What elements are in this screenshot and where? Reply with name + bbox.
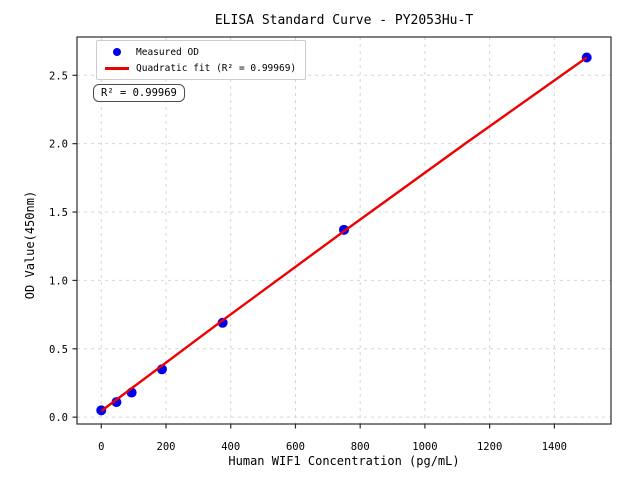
- y-tick-label: 0.5: [49, 344, 68, 356]
- legend: Measured OD Quadratic fit (R² = 0.99969): [96, 40, 307, 80]
- r-squared-annotation: R² = 0.99969: [93, 84, 185, 102]
- x-tick-label: 0: [98, 441, 104, 453]
- data-point: [111, 397, 122, 408]
- legend-marker-cell: [102, 48, 132, 56]
- data-point: [217, 317, 228, 328]
- x-tick-label: 600: [286, 441, 305, 453]
- chart-title: ELISA Standard Curve - PY2053Hu-T: [214, 13, 474, 28]
- x-tick-label: 200: [157, 441, 176, 453]
- legend-label-measured-od: Measured OD: [136, 46, 199, 58]
- x-tick-label: 1200: [477, 441, 502, 453]
- y-tick-label: 2.5: [49, 70, 68, 82]
- x-tick-label: 800: [351, 441, 370, 453]
- grid-lines: [77, 37, 611, 424]
- x-tick-label: 400: [221, 441, 240, 453]
- y-tick-label: 1.0: [49, 275, 68, 287]
- legend-item-measured-od: Measured OD: [102, 45, 296, 59]
- x-tick-label: 1400: [542, 441, 567, 453]
- legend-label-quadratic-fit: Quadratic fit (R² = 0.99969): [136, 62, 297, 74]
- fit-line: [100, 56, 588, 412]
- y-tick-label: 0.0: [49, 412, 68, 424]
- x-axis-label: Human WIF1 Concentration (pg/mL): [228, 454, 460, 468]
- plot-spines: [76, 36, 612, 425]
- legend-marker-cell: [102, 66, 132, 70]
- y-axis-label: OD Value(450nm): [23, 190, 37, 300]
- y-axis-ticks: 0.0 0.5 1.0 1.5 2.0 2.5: [49, 70, 77, 424]
- x-tick-label: 1000: [412, 441, 437, 453]
- x-axis-ticks: 0 200 400 600 800 1000 1200 1400: [98, 424, 567, 453]
- legend-item-quadratic-fit: Quadratic fit (R² = 0.99969): [102, 61, 296, 75]
- y-tick-label: 1.5: [49, 207, 68, 219]
- measured-od-dot-icon: [113, 48, 121, 56]
- y-tick-label: 2.0: [49, 139, 68, 151]
- quadratic-fit-line-icon: [105, 66, 129, 70]
